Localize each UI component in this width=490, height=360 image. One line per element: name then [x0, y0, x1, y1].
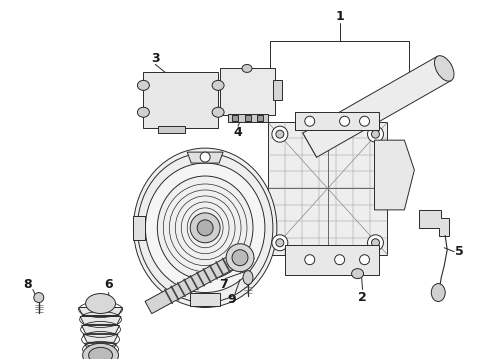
Ellipse shape	[305, 116, 315, 126]
Text: 6: 6	[104, 278, 113, 291]
Ellipse shape	[197, 220, 213, 236]
Ellipse shape	[335, 255, 344, 265]
Ellipse shape	[371, 130, 379, 138]
Bar	[232, 115, 238, 121]
Polygon shape	[78, 307, 122, 315]
Polygon shape	[85, 343, 117, 351]
Polygon shape	[228, 114, 268, 122]
Ellipse shape	[137, 153, 273, 302]
Polygon shape	[295, 112, 379, 130]
Text: 9: 9	[228, 293, 236, 306]
Text: 8: 8	[24, 278, 32, 291]
Ellipse shape	[360, 255, 369, 265]
Ellipse shape	[146, 163, 265, 293]
Text: 1: 1	[335, 10, 344, 23]
Ellipse shape	[243, 271, 253, 285]
Ellipse shape	[272, 126, 288, 142]
Polygon shape	[144, 72, 218, 128]
Polygon shape	[273, 80, 282, 100]
Polygon shape	[158, 126, 185, 133]
Ellipse shape	[83, 343, 119, 360]
Ellipse shape	[34, 293, 44, 302]
Ellipse shape	[272, 235, 288, 251]
Polygon shape	[187, 152, 223, 163]
Polygon shape	[268, 122, 388, 255]
Ellipse shape	[133, 148, 277, 307]
Ellipse shape	[242, 64, 252, 72]
Ellipse shape	[200, 152, 210, 162]
Ellipse shape	[360, 116, 369, 126]
Bar	[257, 115, 263, 121]
Text: 5: 5	[455, 245, 464, 258]
Ellipse shape	[276, 239, 284, 247]
Ellipse shape	[352, 269, 364, 279]
Ellipse shape	[305, 255, 315, 265]
Polygon shape	[419, 210, 449, 236]
Ellipse shape	[226, 244, 254, 272]
Ellipse shape	[368, 235, 384, 251]
Polygon shape	[145, 252, 244, 314]
Polygon shape	[82, 325, 120, 333]
Ellipse shape	[276, 130, 284, 138]
Polygon shape	[374, 140, 415, 210]
Text: 3: 3	[151, 52, 160, 65]
Polygon shape	[220, 68, 275, 115]
Ellipse shape	[212, 80, 224, 90]
Ellipse shape	[368, 126, 384, 142]
Text: 2: 2	[358, 291, 367, 304]
Ellipse shape	[157, 176, 253, 280]
Polygon shape	[190, 293, 220, 306]
Polygon shape	[303, 56, 451, 157]
Ellipse shape	[431, 284, 445, 302]
Ellipse shape	[212, 107, 224, 117]
Ellipse shape	[232, 250, 248, 266]
Text: 4: 4	[234, 126, 243, 139]
Ellipse shape	[137, 107, 149, 117]
Polygon shape	[80, 316, 121, 324]
Text: 7: 7	[219, 278, 227, 291]
Ellipse shape	[137, 80, 149, 90]
Ellipse shape	[340, 116, 349, 126]
Polygon shape	[285, 245, 379, 275]
Ellipse shape	[190, 213, 220, 243]
Ellipse shape	[86, 293, 116, 314]
Ellipse shape	[371, 239, 379, 247]
Polygon shape	[83, 334, 118, 342]
Ellipse shape	[89, 347, 113, 360]
Polygon shape	[86, 352, 115, 360]
Ellipse shape	[435, 56, 454, 81]
Bar	[245, 115, 251, 121]
Polygon shape	[133, 216, 146, 240]
